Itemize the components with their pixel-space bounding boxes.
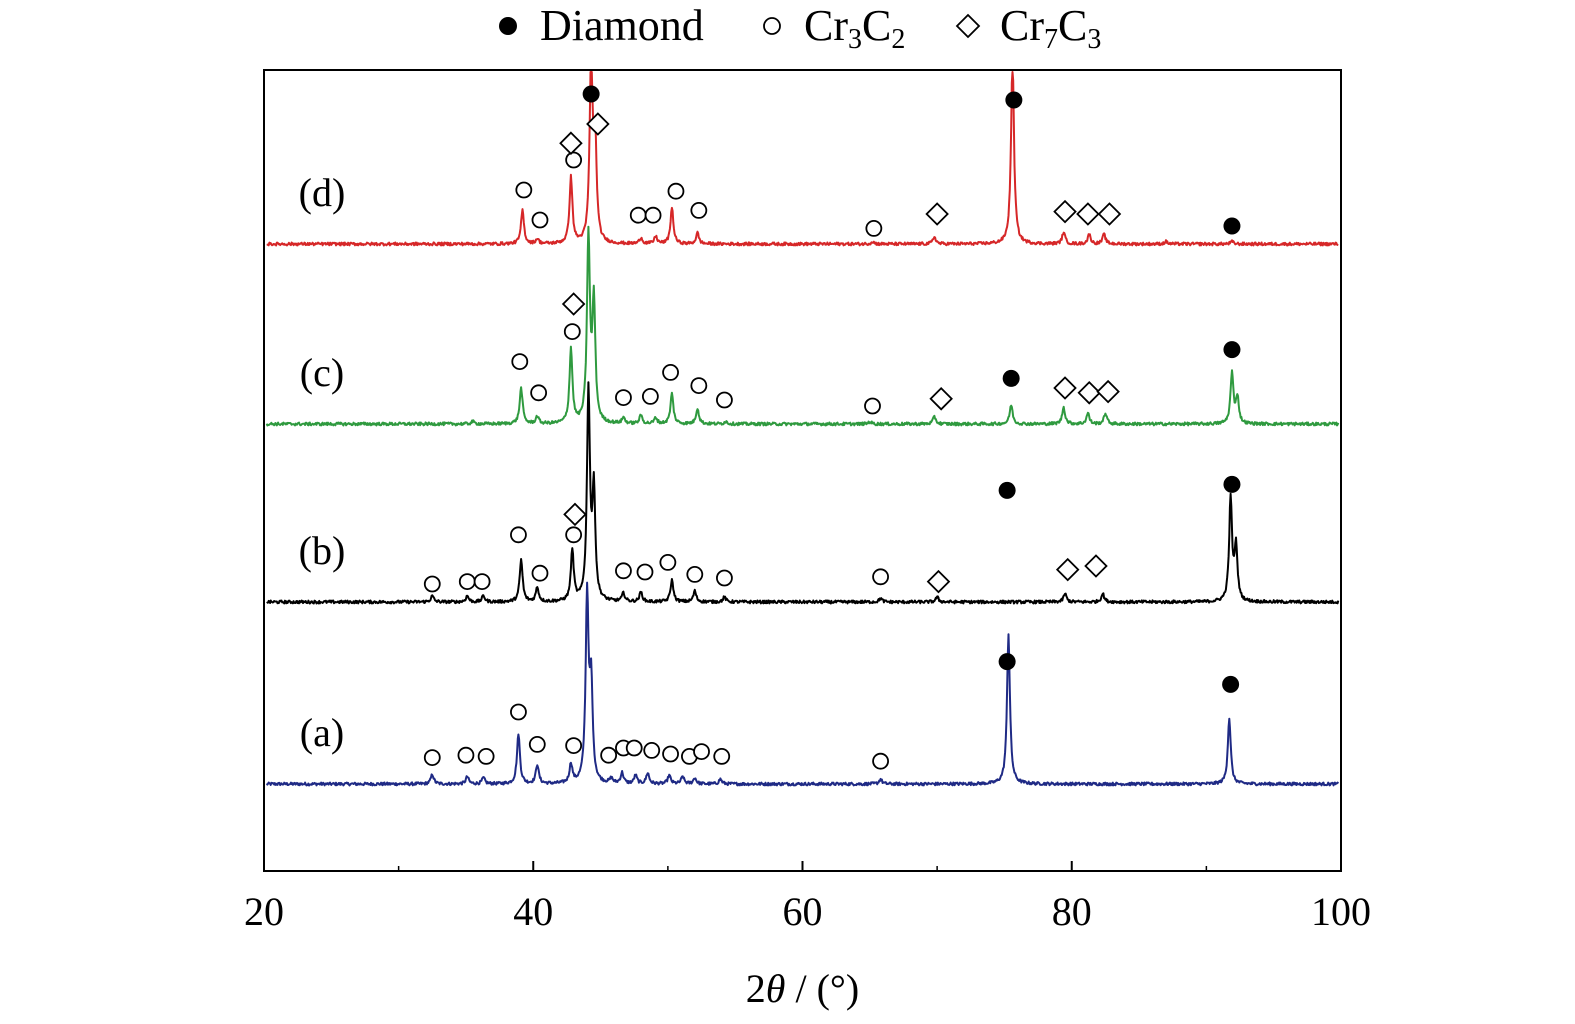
cr3c2-marker: [563, 323, 581, 341]
x-tick-label: 100: [1311, 889, 1371, 934]
cr3c2-marker: [625, 739, 643, 757]
cr3c2-marker: [458, 573, 476, 590]
cr3c2-marker: [565, 151, 583, 169]
cr7c3-marker: [561, 292, 586, 316]
diamond-phase-marker: [998, 481, 1016, 499]
legend: Diamond Cr3C2 Cr7C3: [499, 1, 1101, 55]
series-layer: [265, 71, 1340, 787]
cr3c2-marker: [690, 377, 708, 395]
cr3c2-marker: [693, 743, 710, 760]
diamond-phase-marker: [1223, 341, 1241, 359]
cr3c2-marker: [872, 568, 889, 586]
diamond-phase-marker: [1222, 675, 1240, 693]
cr3c2-marker: [872, 752, 889, 770]
cr7c3-marker: [1097, 202, 1122, 226]
cr7c3-marker: [926, 569, 951, 594]
cr3c2-marker: [423, 575, 441, 593]
curve-labels: (a) (b) (c) (d): [299, 170, 346, 755]
x-axis-label: 2θ / (°): [746, 966, 859, 1011]
cr3c2-marker: [662, 363, 679, 381]
diamond-phase-marker: [1002, 369, 1020, 387]
curve-label-d: (d): [299, 170, 346, 215]
cr3c2-marker: [473, 573, 491, 590]
cr7c3-marker: [1076, 202, 1100, 226]
cr3c2-marker: [510, 703, 527, 721]
legend-label: Cr3C2: [804, 1, 905, 55]
cr3c2-marker: [644, 206, 662, 224]
cr3c2-marker: [615, 562, 632, 580]
cr7c3-marker: [1053, 376, 1077, 400]
diamond-phase-marker: [582, 85, 600, 103]
cr7c3-marker: [586, 112, 610, 136]
cr7c3-marker: [925, 202, 949, 226]
cr3c2-marker: [659, 554, 677, 571]
cr3c2-marker: [690, 201, 708, 219]
series-line-d: [266, 71, 1339, 247]
curve-label-b: (b): [299, 528, 346, 573]
cr3c2-marker: [716, 391, 733, 409]
cr7c3-marker: [929, 387, 953, 411]
cr7c3-marker: [563, 502, 587, 527]
cr3c2-marker: [515, 181, 533, 199]
x-tick-label: 40: [513, 889, 553, 934]
diamond-phase-marker: [1223, 217, 1241, 235]
cr3c2-marker: [667, 182, 685, 200]
cr3c2-marker: [686, 566, 704, 583]
x-tick-label: 80: [1052, 889, 1092, 934]
curve-label-c: (c): [300, 350, 344, 395]
cr3c2-marker: [763, 17, 781, 35]
cr7c3-marker: [955, 13, 981, 39]
cr7c3-marker: [1053, 199, 1077, 224]
legend-item-2: Cr7C3: [955, 1, 1101, 55]
cr7c3-marker: [1055, 557, 1080, 582]
cr7c3-marker: [559, 131, 583, 155]
cr3c2-marker: [643, 742, 661, 759]
cr7c3-marker: [1084, 554, 1108, 578]
cr3c2-marker: [636, 563, 654, 581]
cr3c2-marker: [629, 206, 647, 224]
series-line-c: [265, 225, 1340, 427]
legend-item-0: Diamond: [499, 1, 704, 50]
series-line-a: [265, 581, 1340, 787]
cr3c2-marker: [423, 749, 441, 766]
cr3c2-marker: [641, 387, 659, 405]
cr3c2-marker: [528, 736, 546, 753]
curve-label-a: (a): [300, 710, 344, 755]
legend-item-1: Cr3C2: [763, 1, 905, 55]
cr3c2-marker: [531, 564, 549, 582]
cr3c2-marker: [615, 389, 632, 407]
cr3c2-marker: [865, 219, 883, 237]
cr3c2-marker: [457, 746, 475, 764]
cr3c2-marker: [713, 748, 731, 765]
x-axis-ticks: 20 40 60 80 100: [244, 861, 1371, 934]
cr3c2-marker: [864, 397, 881, 415]
series-line-b: [266, 381, 1340, 605]
cr7c3-marker: [1077, 381, 1102, 405]
x-tick-label: 20: [244, 889, 284, 934]
x-tick-label: 60: [783, 889, 823, 934]
cr3c2-marker: [565, 526, 583, 544]
cr3c2-marker: [477, 748, 495, 765]
cr3c2-marker: [565, 737, 583, 754]
diamond-phase-marker: [998, 653, 1016, 671]
diamond-phase-marker: [499, 17, 517, 35]
legend-label: Cr7C3: [1000, 1, 1101, 55]
cr3c2-marker: [662, 745, 679, 763]
cr3c2-marker: [531, 211, 549, 229]
marker-layer: [423, 85, 1241, 770]
cr3c2-marker: [511, 353, 529, 371]
diamond-phase-marker: [1223, 475, 1241, 493]
cr3c2-marker: [530, 384, 548, 402]
cr7c3-marker: [1096, 379, 1120, 404]
cr3c2-marker: [600, 746, 618, 764]
diamond-phase-marker: [1005, 91, 1023, 109]
cr3c2-marker: [510, 526, 527, 544]
plot-frame: [263, 69, 1342, 872]
legend-label: Diamond: [540, 1, 704, 50]
cr3c2-marker: [716, 569, 733, 587]
